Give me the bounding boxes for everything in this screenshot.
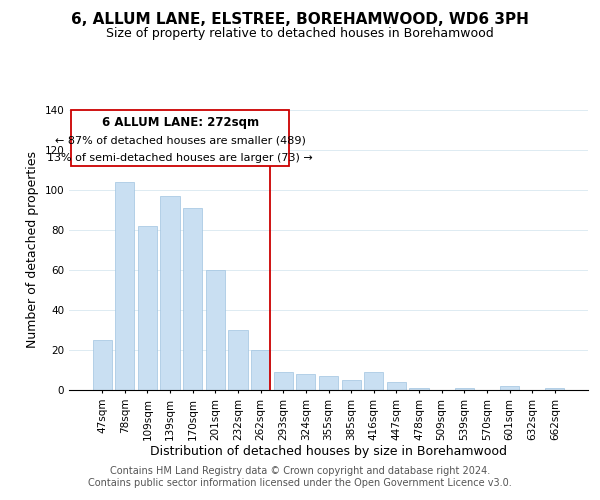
Bar	[229, 330, 248, 390]
Bar	[92, 340, 112, 390]
Bar	[115, 182, 134, 390]
Text: Contains HM Land Registry data © Crown copyright and database right 2024.
Contai: Contains HM Land Registry data © Crown c…	[88, 466, 512, 487]
Text: 13% of semi-detached houses are larger (73) →: 13% of semi-detached houses are larger (…	[47, 154, 313, 164]
Bar	[455, 388, 474, 390]
Bar	[251, 350, 270, 390]
X-axis label: Distribution of detached houses by size in Borehamwood: Distribution of detached houses by size …	[150, 446, 507, 458]
Bar	[409, 388, 428, 390]
Text: ← 87% of detached houses are smaller (489): ← 87% of detached houses are smaller (48…	[55, 135, 305, 145]
Bar	[296, 374, 316, 390]
Bar	[274, 372, 293, 390]
Bar	[500, 386, 519, 390]
Bar	[364, 372, 383, 390]
Bar	[545, 388, 565, 390]
Bar	[206, 270, 225, 390]
Bar	[138, 226, 157, 390]
FancyBboxPatch shape	[71, 110, 289, 166]
Text: 6 ALLUM LANE: 272sqm: 6 ALLUM LANE: 272sqm	[101, 116, 259, 128]
Y-axis label: Number of detached properties: Number of detached properties	[26, 152, 39, 348]
Text: 6, ALLUM LANE, ELSTREE, BOREHAMWOOD, WD6 3PH: 6, ALLUM LANE, ELSTREE, BOREHAMWOOD, WD6…	[71, 12, 529, 28]
Bar	[319, 376, 338, 390]
Bar	[387, 382, 406, 390]
Bar	[183, 208, 202, 390]
Bar	[341, 380, 361, 390]
Bar	[160, 196, 180, 390]
Text: Size of property relative to detached houses in Borehamwood: Size of property relative to detached ho…	[106, 28, 494, 40]
